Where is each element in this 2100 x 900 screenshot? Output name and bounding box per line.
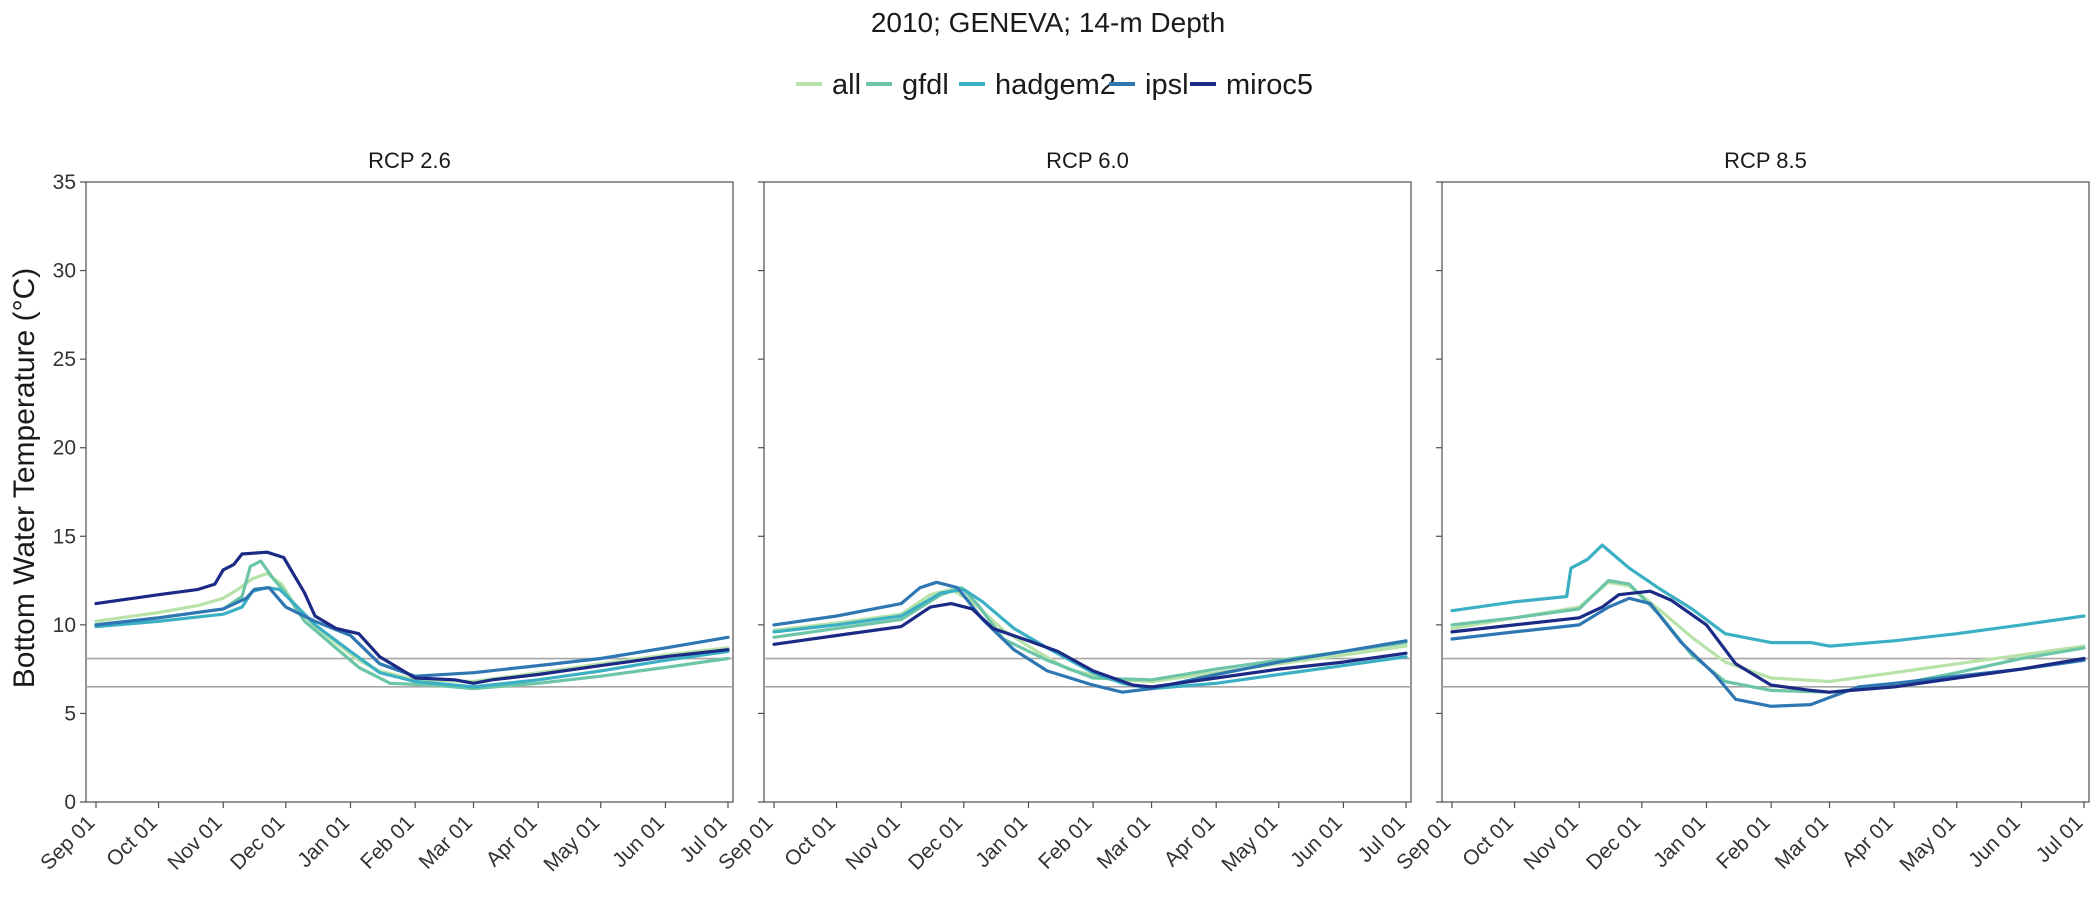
series-line-miroc5 xyxy=(94,550,730,685)
x-tick-label: Sep 01 xyxy=(36,811,99,874)
legend-item-all: all xyxy=(796,69,861,101)
panel-frame xyxy=(85,181,734,803)
panel-frame xyxy=(1441,181,2090,803)
x-tick-label: Apr 01 xyxy=(482,811,542,871)
x-tick-label: Nov 01 xyxy=(1519,811,1582,874)
x-tick-label: Apr 01 xyxy=(1838,811,1898,871)
series-line-miroc5 xyxy=(1450,589,2086,694)
panel-1: RCP 2.6 0 5 10 15 20 25 30 35 Sep 01 Oct 01 Nov 01 D… xyxy=(36,148,734,876)
x-tick-label: Mar 01 xyxy=(1093,811,1155,873)
panel-title: RCP 2.6 xyxy=(368,148,451,173)
x-tick-label: Oct 01 xyxy=(102,811,162,871)
y-axis-label: Bottom Water Temperature (°C) xyxy=(8,268,41,688)
series-line-gfdl xyxy=(772,586,1408,682)
x-tick-label: Oct 01 xyxy=(780,811,840,871)
legend-item-hadgem2: hadgem2 xyxy=(959,69,1116,101)
y-tick-label: 35 xyxy=(53,171,76,194)
x-tick-label: Oct 01 xyxy=(1458,811,1518,871)
x-tick-label: Apr 01 xyxy=(1160,811,1220,871)
y-tick-label: 10 xyxy=(53,614,76,637)
panel-frame xyxy=(763,181,1412,803)
x-tick-label: Jan 01 xyxy=(971,811,1032,872)
y-tick-label: 20 xyxy=(53,437,76,460)
panel-title: RCP 8.5 xyxy=(1724,148,1807,173)
x-tick-label: Feb 01 xyxy=(1034,811,1097,874)
series-line-hadgem2 xyxy=(94,586,730,689)
series-line-miroc5 xyxy=(772,602,1408,689)
x-tick-label: Dec 01 xyxy=(226,811,289,874)
x-tick-label: May 01 xyxy=(1217,811,1282,876)
legend: all gfdl hadgem2 ipsl miroc5 xyxy=(796,69,1313,101)
x-tick-label: May 01 xyxy=(1895,811,1960,876)
x-tick-label: Mar 01 xyxy=(415,811,477,873)
legend-label-hadgem2: hadgem2 xyxy=(995,69,1116,101)
panel-title: RCP 6.0 xyxy=(1046,148,1129,173)
y-tick-label: 30 xyxy=(53,260,76,283)
x-tick-label: Jun 01 xyxy=(1964,811,2025,872)
legend-label-ipsl: ipsl xyxy=(1145,69,1189,101)
x-tick-label: Nov 01 xyxy=(163,811,226,874)
x-tick-label: Nov 01 xyxy=(841,811,904,874)
legend-label-miroc5: miroc5 xyxy=(1226,69,1313,101)
chart-title: 2010; GENEVA; 14-m Depth xyxy=(871,7,1225,38)
y-tick-label: 0 xyxy=(64,791,76,814)
x-tick-label: Feb 01 xyxy=(356,811,419,874)
y-tick-label: 5 xyxy=(64,702,76,725)
x-tick-label: Dec 01 xyxy=(904,811,967,874)
x-tick-label: Feb 01 xyxy=(1712,811,1775,874)
y-tick-label: 15 xyxy=(53,525,76,548)
x-tick-label: Dec 01 xyxy=(1582,811,1645,874)
x-tick-label: Jul 01 xyxy=(2032,811,2088,867)
legend-label-all: all xyxy=(832,69,861,101)
series-line-gfdl xyxy=(94,559,730,691)
x-tick-label: Jun 01 xyxy=(608,811,669,872)
series-line-hadgem2 xyxy=(1450,543,2086,648)
x-tick-label: Jan 01 xyxy=(293,811,354,872)
series-line-ipsl xyxy=(94,586,730,678)
x-tick-label: May 01 xyxy=(539,811,604,876)
legend-label-gfdl: gfdl xyxy=(902,69,949,101)
series-line-ipsl xyxy=(772,580,1408,694)
x-tick-label: Jun 01 xyxy=(1286,811,1347,872)
x-tick-label: Jan 01 xyxy=(1649,811,1710,872)
series-line-ipsl xyxy=(1450,596,2086,708)
legend-item-gfdl: gfdl xyxy=(866,69,949,101)
y-tick-label: 25 xyxy=(53,348,76,371)
legend-item-ipsl: ipsl xyxy=(1109,69,1189,101)
x-tick-label: Mar 01 xyxy=(1771,811,1833,873)
legend-item-miroc5: miroc5 xyxy=(1190,69,1313,101)
